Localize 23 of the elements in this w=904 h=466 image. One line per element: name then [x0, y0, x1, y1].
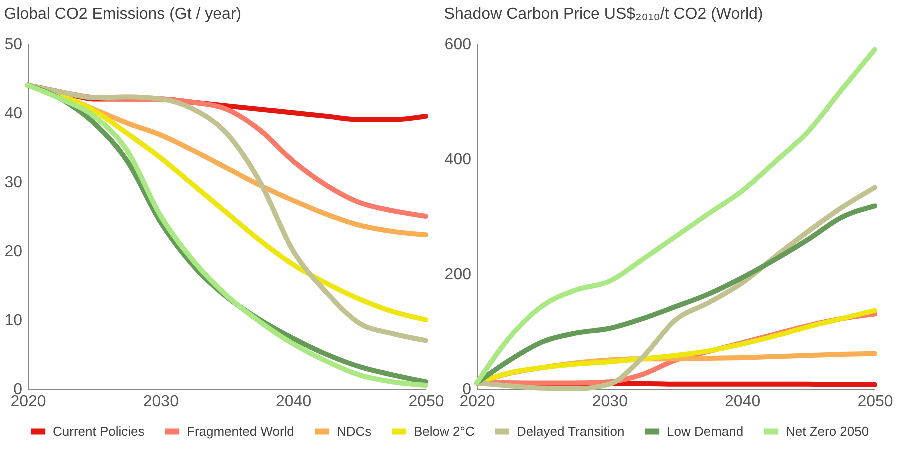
x-tick-label: 2030: [143, 394, 180, 410]
chart-title: Global CO2 Emissions (Gt / year): [4, 6, 242, 23]
legend-label: Current Policies: [53, 424, 146, 439]
legend-label: Delayed Transition: [517, 424, 625, 439]
y-tick-label: 400: [444, 152, 472, 168]
y-tick-label: 10: [4, 312, 23, 330]
x-tick-label: 2030: [592, 394, 628, 410]
legend-label: Low Demand: [667, 424, 744, 439]
x-tick-label: 2040: [725, 394, 761, 410]
y-tick-label: 600: [444, 36, 472, 54]
y-tick-label: 200: [444, 266, 472, 284]
legend-label: Below 2°C: [414, 424, 475, 439]
legend-label: Net Zero 2050: [786, 424, 870, 439]
chart-title: Shadow Carbon Price US$₂₀₁₀/t CO2 (World): [444, 6, 764, 23]
legend-label: Fragmented World: [187, 424, 294, 439]
x-tick-label: 2040: [276, 394, 312, 410]
y-tick-label: 40: [4, 106, 23, 122]
y-tick-label: 20: [4, 244, 23, 260]
y-tick-label: 50: [4, 36, 23, 54]
y-tick-label: 30: [4, 174, 23, 192]
x-tick-label: 2050: [408, 394, 444, 410]
x-tick-label: 2050: [858, 394, 894, 410]
legend-label: NDCs: [337, 424, 372, 439]
